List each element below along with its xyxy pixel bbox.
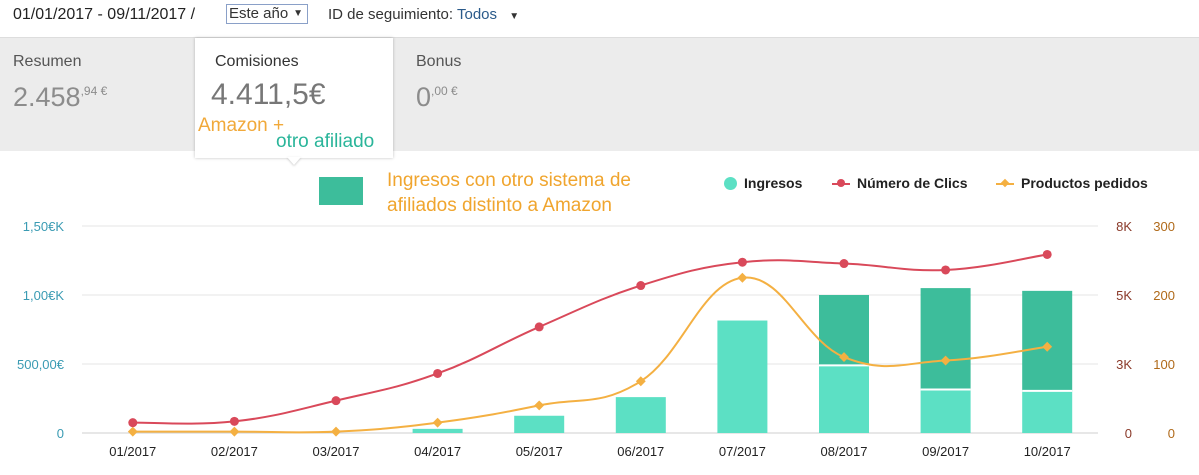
annotation-ingresos-otro: Ingresos con otro sistema de afiliados d… xyxy=(387,170,631,216)
y-tick-label-productos: 300 xyxy=(1153,219,1175,234)
point-clics xyxy=(941,265,951,275)
tracking-label: ID de seguimiento: xyxy=(328,6,454,23)
point-clics xyxy=(636,281,646,291)
period-select-value: Este año xyxy=(229,5,289,22)
y-tick-label-productos: 200 xyxy=(1153,288,1175,303)
amount-dec: ,94 € xyxy=(80,84,108,98)
legend-item-productos[interactable]: Productos pedidos xyxy=(996,175,1148,191)
y-tick-label-clics: 5K xyxy=(1116,288,1132,303)
bar-ingresos-otro xyxy=(1022,290,1073,391)
bar-ingresos xyxy=(717,320,768,433)
point-clics xyxy=(433,368,443,378)
series-line-clics xyxy=(132,253,1048,425)
legend-marker xyxy=(724,177,737,190)
point-clics xyxy=(128,418,138,428)
bar-ingresos xyxy=(920,389,971,433)
series-line-productos xyxy=(132,276,1048,434)
point-productos xyxy=(635,376,646,387)
x-tick-label: 06/2017 xyxy=(617,444,664,459)
y-tick-label-left: 500,00€ xyxy=(17,357,65,372)
legend-item-clics[interactable]: Número de Clics xyxy=(832,175,967,191)
x-tick-label: 10/2017 xyxy=(1024,444,1071,459)
tracking-id-filter[interactable]: ID de seguimiento: Todos ▼ xyxy=(328,6,519,23)
bar-ingresos xyxy=(819,365,869,433)
point-productos xyxy=(432,417,443,428)
card-amount: 0,00 € xyxy=(416,82,458,113)
y-tick-label-clics: 0 xyxy=(1125,426,1132,441)
amount-dec: ,00 € xyxy=(431,84,458,98)
bar-ingresos xyxy=(615,397,666,433)
caret-down-icon: ▼ xyxy=(293,8,303,19)
card-pointer xyxy=(287,157,301,165)
point-productos xyxy=(534,400,545,411)
bar-ingresos-otro xyxy=(920,288,971,390)
annotation-amazon: Amazon + xyxy=(198,115,285,136)
legend-label: Productos pedidos xyxy=(1021,175,1148,191)
point-productos xyxy=(1042,341,1053,352)
card-label: Resumen xyxy=(13,53,82,70)
legend-item-ingresos[interactable]: Ingresos xyxy=(724,175,802,191)
card-label: Bonus xyxy=(416,53,462,70)
y-tick-label-left: 1,00€K xyxy=(23,288,65,303)
bar-ingresos xyxy=(514,415,565,433)
point-clics xyxy=(737,257,747,267)
amount-int: 0 xyxy=(416,82,432,112)
tracking-value: Todos xyxy=(456,6,498,23)
period-select[interactable]: Este año ▼ xyxy=(226,4,308,24)
y-tick-label-productos: 100 xyxy=(1153,357,1175,372)
card-amount: 4.411,5€ xyxy=(211,78,326,111)
bar-ingresos xyxy=(412,428,463,433)
point-productos xyxy=(331,426,341,437)
amount-int: 2.458 xyxy=(13,82,81,112)
annotation-swatch xyxy=(319,177,363,205)
point-productos xyxy=(229,426,240,437)
legend-label: Ingresos xyxy=(744,175,803,191)
point-productos xyxy=(839,352,849,363)
annotation-otro-afiliado: otro afiliado xyxy=(276,131,375,152)
point-clics xyxy=(331,396,341,406)
x-tick-label: 03/2017 xyxy=(313,444,360,459)
y-tick-label-left: 0 xyxy=(57,426,64,441)
point-productos xyxy=(127,426,138,437)
top-bar: 01/01/2017 - 09/11/2017 / Este año ▼ ID … xyxy=(0,0,1199,34)
y-tick-label-productos: 0 xyxy=(1168,426,1175,441)
point-productos xyxy=(940,355,951,366)
summary-card-bonus[interactable]: Bonus 0,00 € xyxy=(402,38,602,151)
caret-down-icon: ▼ xyxy=(509,11,520,22)
x-tick-label: 08/2017 xyxy=(821,444,868,459)
y-tick-label-left: 1,50€K xyxy=(23,219,65,234)
card-amount: 2.458,94 € xyxy=(13,82,107,113)
y-tick-label-clics: 8K xyxy=(1116,219,1132,234)
x-tick-label: 05/2017 xyxy=(516,444,563,459)
summary-card-resumen[interactable]: Resumen 2.458,94 € xyxy=(0,38,195,151)
point-clics xyxy=(534,322,544,332)
summary-card-comisiones[interactable]: Comisiones 4.411,5€ xyxy=(195,38,393,158)
date-range[interactable]: 01/01/2017 - 09/11/2017 / xyxy=(13,6,196,23)
bar-ingresos xyxy=(1022,390,1073,433)
point-clics xyxy=(229,416,239,426)
point-clics xyxy=(839,259,849,269)
legend-marker xyxy=(996,177,1014,190)
x-tick-label: 01/2017 xyxy=(109,444,156,459)
legend-label: Número de Clics xyxy=(857,175,968,191)
legend-marker xyxy=(832,177,850,190)
x-tick-label: 09/2017 xyxy=(922,444,969,459)
x-tick-label: 07/2017 xyxy=(719,444,766,459)
y-tick-label-clics: 3K xyxy=(1116,357,1132,372)
summary-bar: Resumen 2.458,94 € Comisiones 4.411,5€ B… xyxy=(0,37,1199,158)
x-tick-label: 04/2017 xyxy=(414,444,461,459)
point-productos xyxy=(737,272,748,283)
point-clics xyxy=(1042,249,1052,259)
x-tick-label: 02/2017 xyxy=(211,444,258,459)
card-label: Comisiones xyxy=(215,53,299,70)
